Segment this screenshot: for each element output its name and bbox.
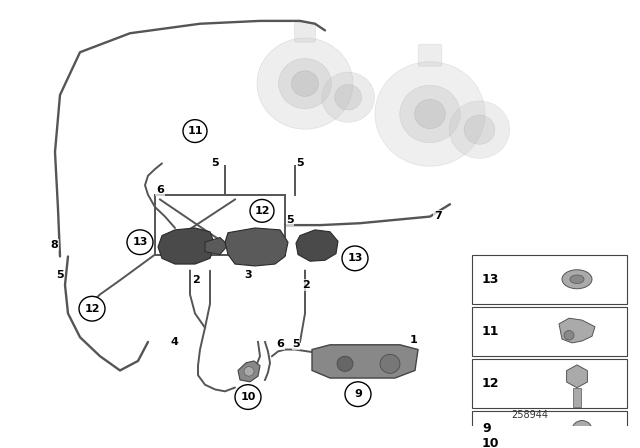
Text: 4: 4 [170,337,178,347]
Text: 5: 5 [211,159,219,168]
Polygon shape [225,228,288,266]
Text: 3: 3 [244,271,252,280]
Bar [573,388,581,407]
Text: 9: 9 [354,389,362,399]
Text: 2: 2 [192,275,200,285]
Circle shape [345,382,371,406]
Polygon shape [238,361,260,382]
Text: 10: 10 [240,392,256,402]
Text: 8: 8 [50,240,58,250]
Text: 5: 5 [296,159,304,168]
Text: 2: 2 [302,280,310,290]
Bar [472,411,627,448]
Circle shape [292,71,319,96]
Polygon shape [559,318,595,343]
Circle shape [235,385,261,409]
Polygon shape [158,228,215,264]
Text: 9
10: 9 10 [482,422,499,448]
Circle shape [572,421,592,439]
Polygon shape [205,237,228,254]
Ellipse shape [562,270,592,289]
Circle shape [127,230,153,254]
Text: 12: 12 [84,304,100,314]
Text: 5: 5 [286,215,294,225]
Circle shape [375,62,485,166]
FancyBboxPatch shape [294,22,316,42]
Circle shape [337,356,353,371]
Circle shape [278,59,332,109]
Circle shape [244,366,254,376]
Text: 12: 12 [482,377,499,390]
Text: 6: 6 [156,185,164,195]
Text: 13: 13 [132,237,148,247]
Circle shape [335,85,362,110]
Circle shape [342,246,368,271]
Circle shape [400,85,460,143]
Text: 5: 5 [292,339,300,349]
Circle shape [250,199,274,222]
Text: 13: 13 [348,254,363,263]
Text: 12: 12 [254,206,269,216]
Text: 11: 11 [482,325,499,338]
Circle shape [79,296,105,321]
Bar [579,439,585,448]
Polygon shape [296,230,338,261]
Text: 11: 11 [188,126,203,136]
Text: 6: 6 [276,339,284,349]
Text: 5: 5 [56,271,64,280]
Circle shape [564,331,574,340]
Circle shape [464,115,495,144]
Text: 258944: 258944 [511,410,548,420]
Polygon shape [312,345,418,378]
Bar [472,307,627,356]
Circle shape [257,38,353,129]
FancyBboxPatch shape [418,44,442,66]
Bar [472,254,627,304]
Bar [472,359,627,409]
Circle shape [183,120,207,142]
Text: 1: 1 [410,335,418,345]
Ellipse shape [570,275,584,284]
Circle shape [380,354,400,373]
Text: 13: 13 [482,273,499,286]
Circle shape [322,72,374,122]
Circle shape [415,99,445,129]
Circle shape [449,101,509,159]
Text: 7: 7 [434,211,442,220]
